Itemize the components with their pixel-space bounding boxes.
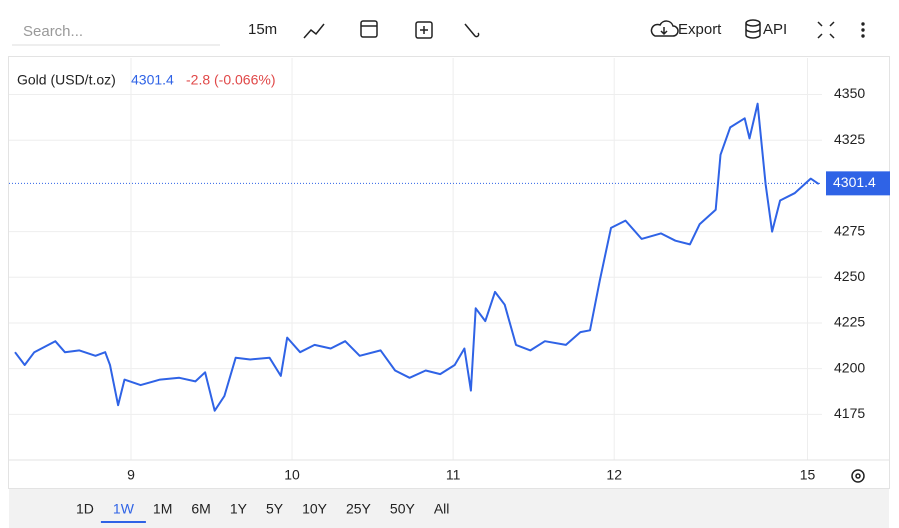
y-tick-label: 4200 (834, 359, 865, 375)
gear-icon[interactable] (851, 469, 865, 483)
range-button[interactable]: 1D (76, 501, 94, 517)
range-button[interactable]: 50Y (390, 501, 416, 517)
chart-frame (8, 56, 890, 489)
x-tick-label: 12 (606, 467, 622, 483)
x-tick-label: 15 (800, 467, 816, 483)
settings-tool-icon[interactable] (464, 23, 480, 38)
interval-button[interactable]: 15m (248, 21, 277, 38)
add-icon-plus (420, 26, 428, 34)
range-button[interactable]: 1W (113, 501, 135, 517)
header-price: 4301.4 (131, 72, 174, 88)
y-tick-label: 4225 (834, 314, 865, 330)
menu-icon[interactable] (861, 22, 865, 38)
range-button[interactable]: 10Y (302, 501, 328, 517)
series-name: Gold (USD/t.oz) (17, 72, 116, 88)
calendar-icon[interactable] (360, 20, 378, 38)
y-tick-label: 4275 (834, 222, 865, 238)
y-tick-label: 4325 (834, 131, 865, 147)
range-button[interactable]: 6M (191, 501, 210, 517)
y-tick-label: 4175 (834, 405, 865, 421)
price-change: -2.8 (-0.066%) (186, 72, 275, 88)
x-tick-label: 10 (284, 467, 300, 483)
chart-type-icon[interactable] (303, 23, 325, 39)
export-button[interactable]: Export (678, 21, 722, 38)
api-icon[interactable] (745, 19, 761, 39)
range-button[interactable]: 25Y (346, 501, 372, 517)
x-tick-label: 11 (446, 467, 461, 483)
fullscreen-icon[interactable] (817, 21, 835, 39)
price-line (14, 102, 820, 412)
api-button[interactable]: API (763, 21, 787, 38)
add-icon[interactable] (415, 21, 433, 39)
x-tick-label: 9 (127, 467, 135, 483)
last-price-tag (826, 171, 890, 196)
range-button[interactable]: 1M (153, 501, 172, 517)
range-bar (9, 489, 889, 528)
y-tick-label: 4350 (834, 85, 865, 101)
y-tick-label: 4250 (834, 268, 865, 284)
search-box[interactable]: Search... (23, 23, 83, 40)
export-icon[interactable] (650, 20, 679, 37)
last-price-label: 4301.4 (833, 174, 876, 190)
range-button[interactable]: All (434, 501, 450, 517)
range-button[interactable]: 1Y (230, 501, 248, 517)
range-button[interactable]: 5Y (266, 501, 284, 517)
